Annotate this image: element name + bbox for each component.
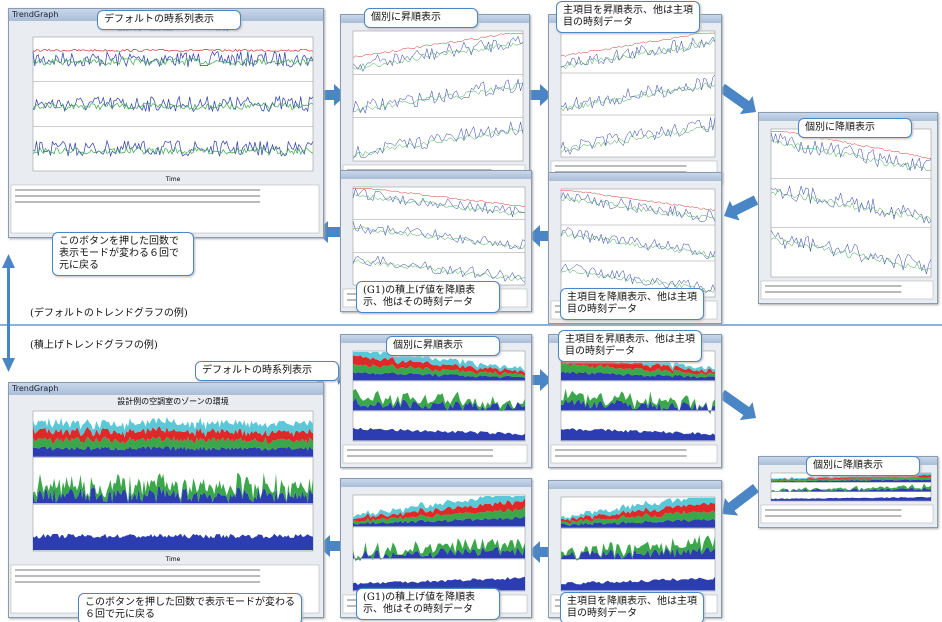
window-body <box>549 23 719 181</box>
title-bar <box>549 173 721 181</box>
callout: 個別に降順表示 <box>798 118 912 138</box>
title-bar <box>341 171 531 179</box>
callout: 個別に昇順表示 <box>386 336 500 356</box>
callout: デフォルトの時系列表示 <box>195 361 339 381</box>
callout: 個別に昇順表示 <box>364 8 478 28</box>
plot-frame <box>353 187 525 285</box>
flow-arrow <box>722 484 759 515</box>
callout: 個別に降順表示 <box>806 456 920 476</box>
callout: このボタンを押した回数で表示モードが変わる６回で元に戻る <box>52 232 194 276</box>
window-body: 設計例の空調室のゾーンの環境Time <box>9 21 321 235</box>
title-bar: TrendGraph <box>9 383 323 395</box>
callout: (G1)の積上げ値を降順表示、他はその時刻データ <box>356 588 500 620</box>
x-axis-label: Time <box>165 556 181 563</box>
window-body <box>341 23 527 185</box>
title-bar <box>341 479 531 487</box>
thumbnail-window <box>548 14 722 184</box>
legend-area <box>343 445 527 463</box>
app-title: TrendGraph <box>12 10 58 19</box>
plot-frame <box>561 189 715 297</box>
legend-area <box>761 281 933 299</box>
double-arrow-shaft <box>7 262 10 364</box>
flow-arrow <box>719 84 756 114</box>
callout: 主項目を降順表示、他は主項目の時刻データ <box>560 592 704 622</box>
page: (デフォルトのトレンドグラフの例) (積上げトレンドグラフの例) TrendGr… <box>0 0 942 622</box>
callout: 主項目を降順表示、他は主項目の時刻データ <box>560 288 704 320</box>
window-body <box>759 121 935 301</box>
main-window: TrendGraph 設計例の空調室のゾーンの環境 Time <box>8 382 324 618</box>
flow-arrow <box>724 196 758 221</box>
app-title: TrendGraph <box>12 384 58 393</box>
window-body: 設計例の空調室のゾーンの環境 Time <box>9 395 321 615</box>
plot-frame <box>771 129 931 277</box>
double-arrow <box>2 254 15 372</box>
callout: このボタンを押した回数で表示モードが変わる６回で元に戻る <box>78 593 302 622</box>
chart-title: 設計例の空調室のゾーンの環境 <box>117 396 229 406</box>
callout: デフォルトの時系列表示 <box>97 10 241 30</box>
thumbnail-window <box>340 14 530 188</box>
double-arrow-head <box>2 254 15 268</box>
window-body <box>341 343 529 465</box>
legend-area <box>761 505 933 523</box>
double-arrow-head <box>2 358 15 372</box>
section-label: (デフォルトのトレンドグラフの例) <box>30 304 188 319</box>
callout: (G1)の積上げ値を降順表示、他はその時刻データ <box>356 281 500 313</box>
legend-area <box>11 185 319 233</box>
legend-area <box>551 445 717 463</box>
section-label: (積上げトレンドグラフの例) <box>30 336 158 351</box>
callout: 主項目を昇順表示、他は主項目の時刻データ <box>556 1 700 33</box>
x-axis-label: Time <box>165 176 181 183</box>
title-bar <box>549 481 721 489</box>
thumbnail-window <box>758 112 938 304</box>
callout: 主項目を昇順表示、他は主項目の時刻データ <box>558 330 702 362</box>
flow-arrow <box>719 390 756 420</box>
